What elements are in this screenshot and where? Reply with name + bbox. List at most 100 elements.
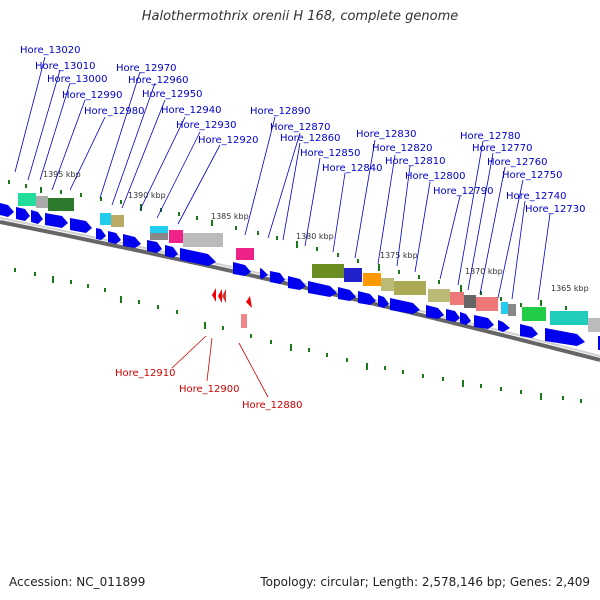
scale-label: 1370 kbp <box>465 267 503 276</box>
gene-arrow <box>123 234 141 248</box>
gene-arrow <box>520 324 538 338</box>
gene-label: Hore_12900 <box>179 384 240 395</box>
gene-label: Hore_13010 <box>35 61 96 72</box>
gene-arrow <box>165 245 178 258</box>
feature-block <box>100 213 111 225</box>
scale-label: 1365 kbp <box>551 284 589 293</box>
gene-label: Hore_12980 <box>84 106 145 117</box>
gene-arrow <box>45 213 68 228</box>
feature-block <box>18 193 36 206</box>
gene-label: Hore_12820 <box>372 143 433 154</box>
gene-arrow <box>270 271 285 284</box>
gene-label: Hore_12850 <box>300 148 361 159</box>
reverse-genes <box>212 288 252 328</box>
feature-block <box>476 297 498 311</box>
feature-block <box>36 196 48 208</box>
gene-label: Hore_13020 <box>20 45 81 56</box>
scale-label: 1385 kbp <box>211 212 249 221</box>
gene-label: Hore_12790 <box>433 186 494 197</box>
scale-label: 1375 kbp <box>380 251 418 260</box>
feature-block <box>312 264 344 278</box>
feature-block <box>150 226 168 233</box>
gene-label: Hore_12930 <box>176 120 237 131</box>
gene-arrow <box>308 281 337 297</box>
accession-text: Accession: NC_011899 <box>9 575 146 589</box>
gene-arrow <box>474 315 494 329</box>
feature-block <box>344 268 362 282</box>
gene-label: Hore_12840 <box>322 163 383 174</box>
gene-arrow <box>378 295 389 308</box>
gene-label: Hore_12810 <box>385 156 446 167</box>
gene-label: Hore_12830 <box>356 129 417 140</box>
feature-block <box>428 289 450 302</box>
scale-label: 1380 kbp <box>296 232 334 241</box>
scale-ticks-lower <box>14 268 582 403</box>
gene-arrow <box>96 228 106 240</box>
gene-label: Hore_12860 <box>280 133 341 144</box>
gene-label: Hore_12870 <box>270 122 331 133</box>
gene-arrow <box>446 309 460 322</box>
gene-label: Hore_12910 <box>115 368 176 379</box>
feature-block <box>236 248 254 260</box>
gene-arrow <box>16 207 30 221</box>
gene-label: Hore_12750 <box>502 170 563 181</box>
gene-arrow <box>358 291 376 305</box>
label-lines-top <box>14 56 551 301</box>
gene-arrow <box>222 289 226 303</box>
scale-ticks-outer <box>8 180 587 316</box>
gene-label: Hore_12990 <box>62 90 123 101</box>
feature-block <box>508 304 516 316</box>
gene-arrow <box>390 298 420 314</box>
gene-arrow <box>460 312 471 325</box>
gene-arrow <box>233 262 251 276</box>
gene-arrow <box>212 288 216 302</box>
gene-arrow <box>31 210 43 224</box>
gene-arrow <box>338 287 356 301</box>
scale-label: 1395 kbp <box>43 170 81 179</box>
gene-label: Hore_12920 <box>198 135 259 146</box>
gene-label: Hore_12780 <box>460 131 521 142</box>
feature-block <box>363 273 381 286</box>
gene-arrow <box>108 231 121 244</box>
feature-block <box>464 295 476 308</box>
gene-label: Hore_12770 <box>472 143 533 154</box>
gene-arrow <box>426 305 444 319</box>
label-lines-bottom <box>171 335 269 398</box>
feature-block <box>522 307 546 321</box>
feature-block <box>111 215 124 227</box>
feature-block <box>394 281 426 295</box>
feature-block <box>501 302 508 314</box>
gene-label: Hore_12970 <box>116 63 177 74</box>
gene-arrow <box>147 240 162 253</box>
feature-block <box>183 233 223 247</box>
gene-arrow <box>246 296 252 308</box>
feature-block <box>588 318 600 332</box>
gene-arrow <box>260 268 268 279</box>
forward-genes <box>0 203 600 350</box>
gene-label: Hore_13000 <box>47 74 108 85</box>
gene-arrow <box>70 218 92 233</box>
genome-summary-text: Topology: circular; Length: 2,578,146 bp… <box>260 575 590 589</box>
gene-arrow <box>498 320 510 332</box>
feature-block <box>169 230 183 243</box>
gene-labels-bottom: Hore_12910 Hore_12900 Hore_12880 <box>115 368 303 411</box>
gene-label: Hore_12730 <box>525 204 586 215</box>
gene-arrow <box>545 328 585 346</box>
gene-arrow <box>180 248 216 266</box>
feature-block <box>150 233 168 240</box>
gene-label: Hore_12940 <box>161 105 222 116</box>
gene-labels-top: Hore_13020 Hore_13010 Hore_13000 Hore_12… <box>20 45 586 215</box>
feature-block <box>550 311 588 325</box>
gene-label: Hore_12960 <box>128 75 189 86</box>
feature-block <box>48 198 74 211</box>
gene-label: Hore_12800 <box>405 171 466 182</box>
gene-label: Hore_12950 <box>142 89 203 100</box>
genome-title: Halothermothrix orenii H 168, complete g… <box>141 9 459 24</box>
feature-block <box>241 314 247 328</box>
feature-block <box>381 278 394 291</box>
feature-block <box>450 292 464 305</box>
gene-arrow <box>288 276 306 290</box>
gene-arrow <box>0 203 14 217</box>
